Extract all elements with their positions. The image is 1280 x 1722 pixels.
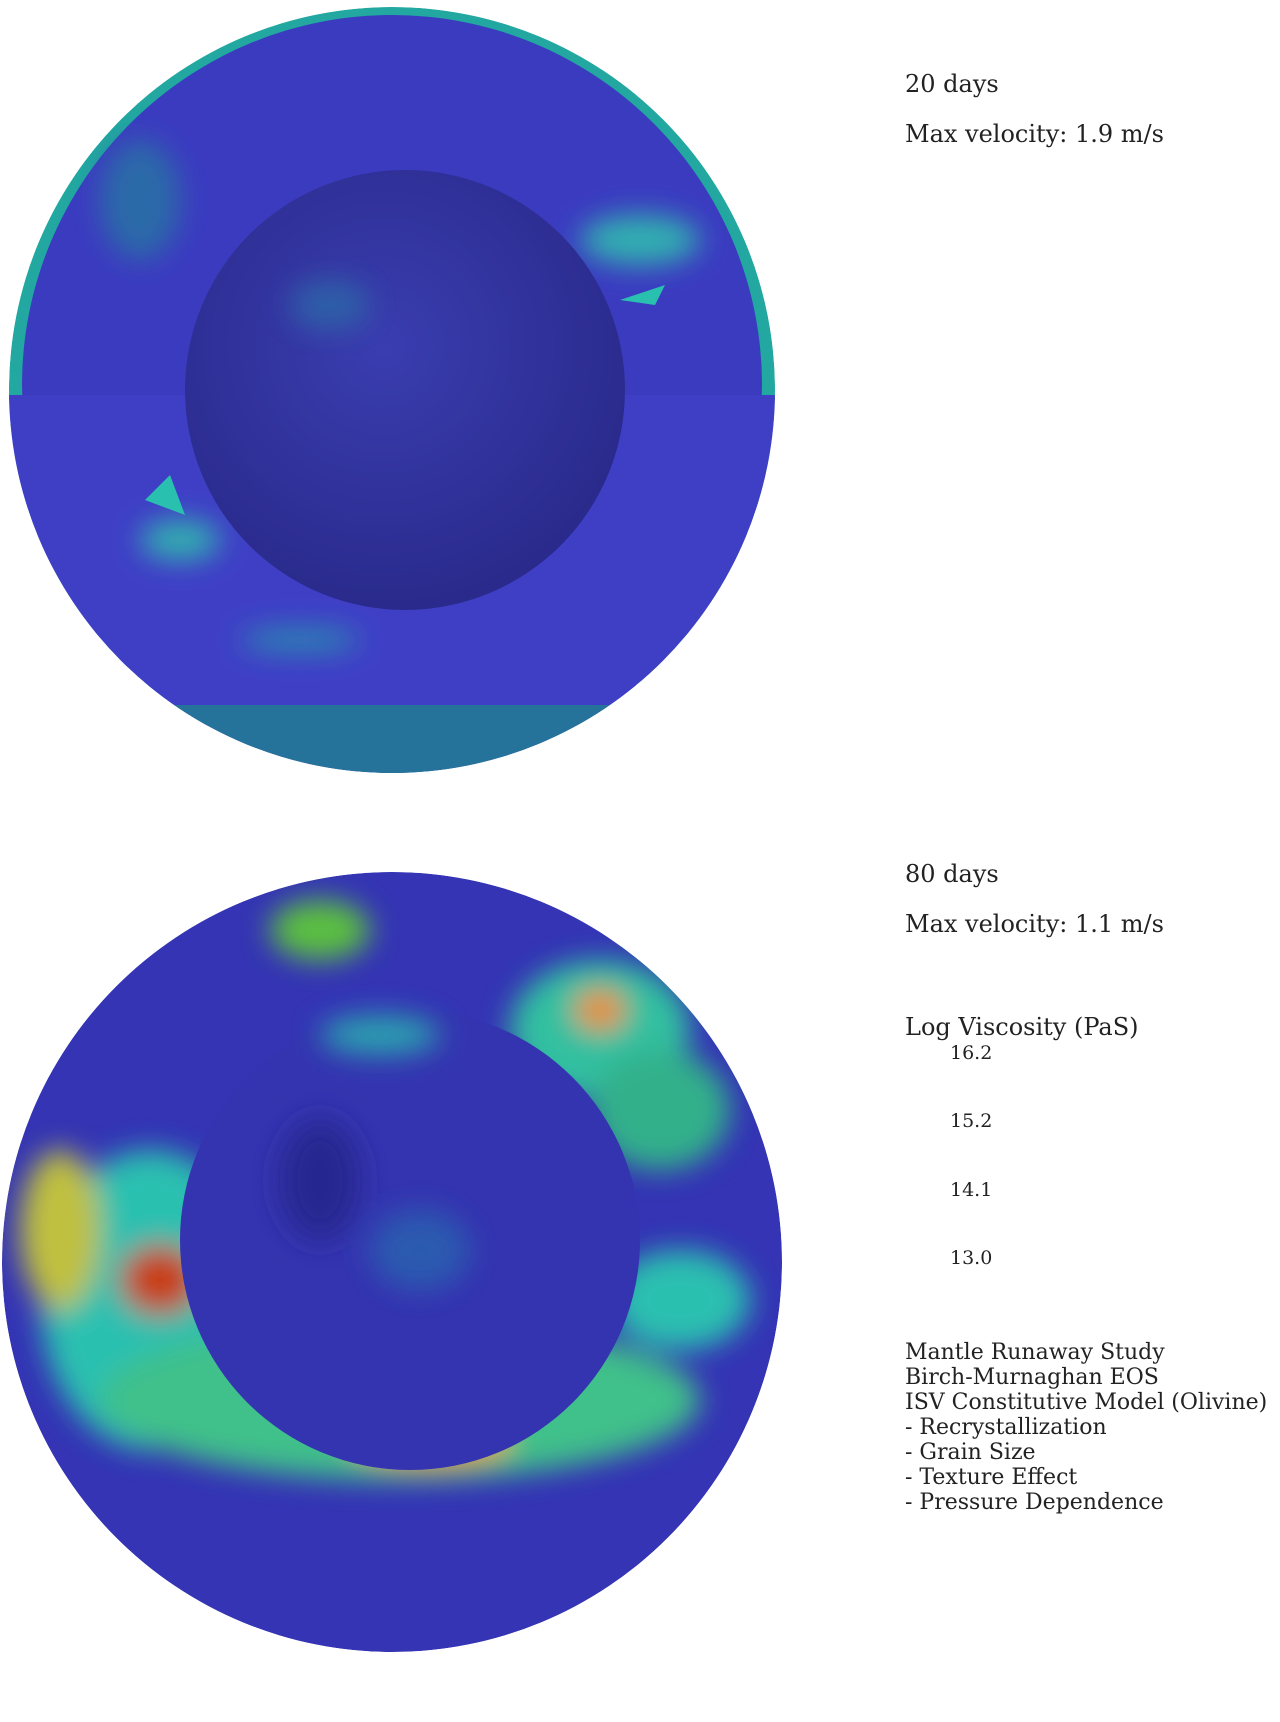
colorbar-tick-label: 13.0 <box>950 1247 993 1269</box>
sphere-20-days <box>9 7 775 773</box>
velocity-label: Max velocity: 1.9 m/s <box>905 120 1164 148</box>
note-line: Birch-Murnaghan EOS <box>905 1365 1159 1390</box>
note-line: - Texture Effect <box>905 1465 1078 1490</box>
note-line: - Pressure Dependence <box>905 1490 1164 1515</box>
note-line: - Grain Size <box>905 1440 1036 1465</box>
time-label: 80 days <box>905 860 999 888</box>
colorbar-tick-label: 14.1 <box>950 1178 993 1201</box>
note-line: Mantle Runaway Study <box>905 1340 1165 1365</box>
renderings <box>2 7 782 1652</box>
sphere-80-days <box>2 872 782 1652</box>
note-line: ISV Constitutive Model (Olivine) <box>905 1390 1268 1415</box>
colorbar-tick-label: 15.2 <box>950 1110 993 1133</box>
colorbar-tick-label: 16.2 <box>950 1042 993 1064</box>
velocity-label: Max velocity: 1.1 m/s <box>905 910 1164 938</box>
colorbar-title: Log Viscosity (PaS) <box>905 1013 1139 1041</box>
note-line: - Recrystallization <box>905 1415 1107 1440</box>
time-label: 20 days <box>905 70 999 98</box>
